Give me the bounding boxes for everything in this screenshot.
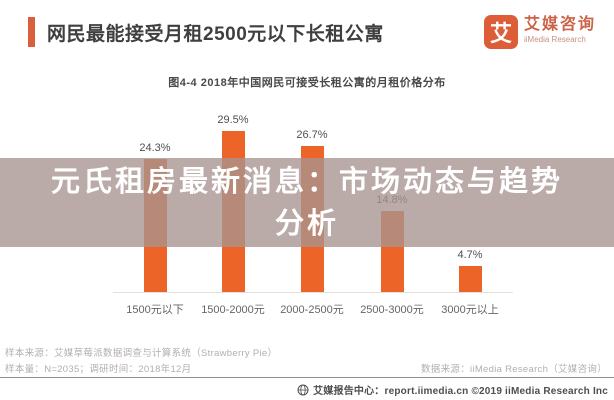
title-accent-bar (28, 17, 35, 47)
data-source-note: 数据来源：iiMedia Research（艾媒咨询） (421, 364, 607, 375)
bar-3000元以上 (459, 266, 482, 292)
bar-value-label: 24.3% (139, 142, 171, 154)
report-center-text: 艾媒报告中心：report.iimedia.cn ©2019 iiMedia R… (313, 386, 608, 397)
iimedia-logo: 艾 艾媒咨询 iiMedia Research (483, 15, 596, 49)
x-axis-label: 2500-3000元 (360, 304, 424, 316)
chart-title: 图4-4 2018年中国网民可接受长租公寓的月租价格分布 (168, 77, 446, 89)
iimedia-logo-icon: 艾 (483, 15, 518, 49)
report-center-line: 艾媒报告中心：report.iimedia.cn ©2019 iiMedia R… (297, 382, 608, 397)
sample-size-note: 样本量：N=2035；调研时间：2018年12月 (5, 364, 192, 375)
brand-name-en: iiMedia Research (523, 35, 586, 44)
watermark-text: 元氏租房最新消息：市场动态与趋势分析 (50, 165, 563, 240)
page-title: 网民最能接受月租2500元以下长租公寓 (47, 24, 384, 45)
bar-value-label: 29.5% (217, 114, 249, 126)
brand-name-cn: 艾媒咨询 (523, 16, 596, 33)
globe-icon (297, 384, 309, 396)
bar-value-label: 4.7% (457, 249, 483, 261)
bar-value-label: 26.7% (296, 129, 328, 141)
sample-source-note: 样本来源：艾媒草莓派数据调查与计算系统（Strawberry Pie） (5, 348, 278, 359)
x-axis-label: 3000元以上 (441, 304, 499, 316)
x-axis-line (113, 292, 513, 293)
x-axis-label: 1500元以下 (126, 304, 184, 316)
watermark-banner: 元氏租房最新消息：市场动态与趋势分析 (0, 158, 614, 247)
x-axis-label: 1500-2000元 (201, 304, 265, 316)
footer-divider (0, 377, 614, 378)
x-axis-label: 2000-2500元 (280, 304, 344, 316)
